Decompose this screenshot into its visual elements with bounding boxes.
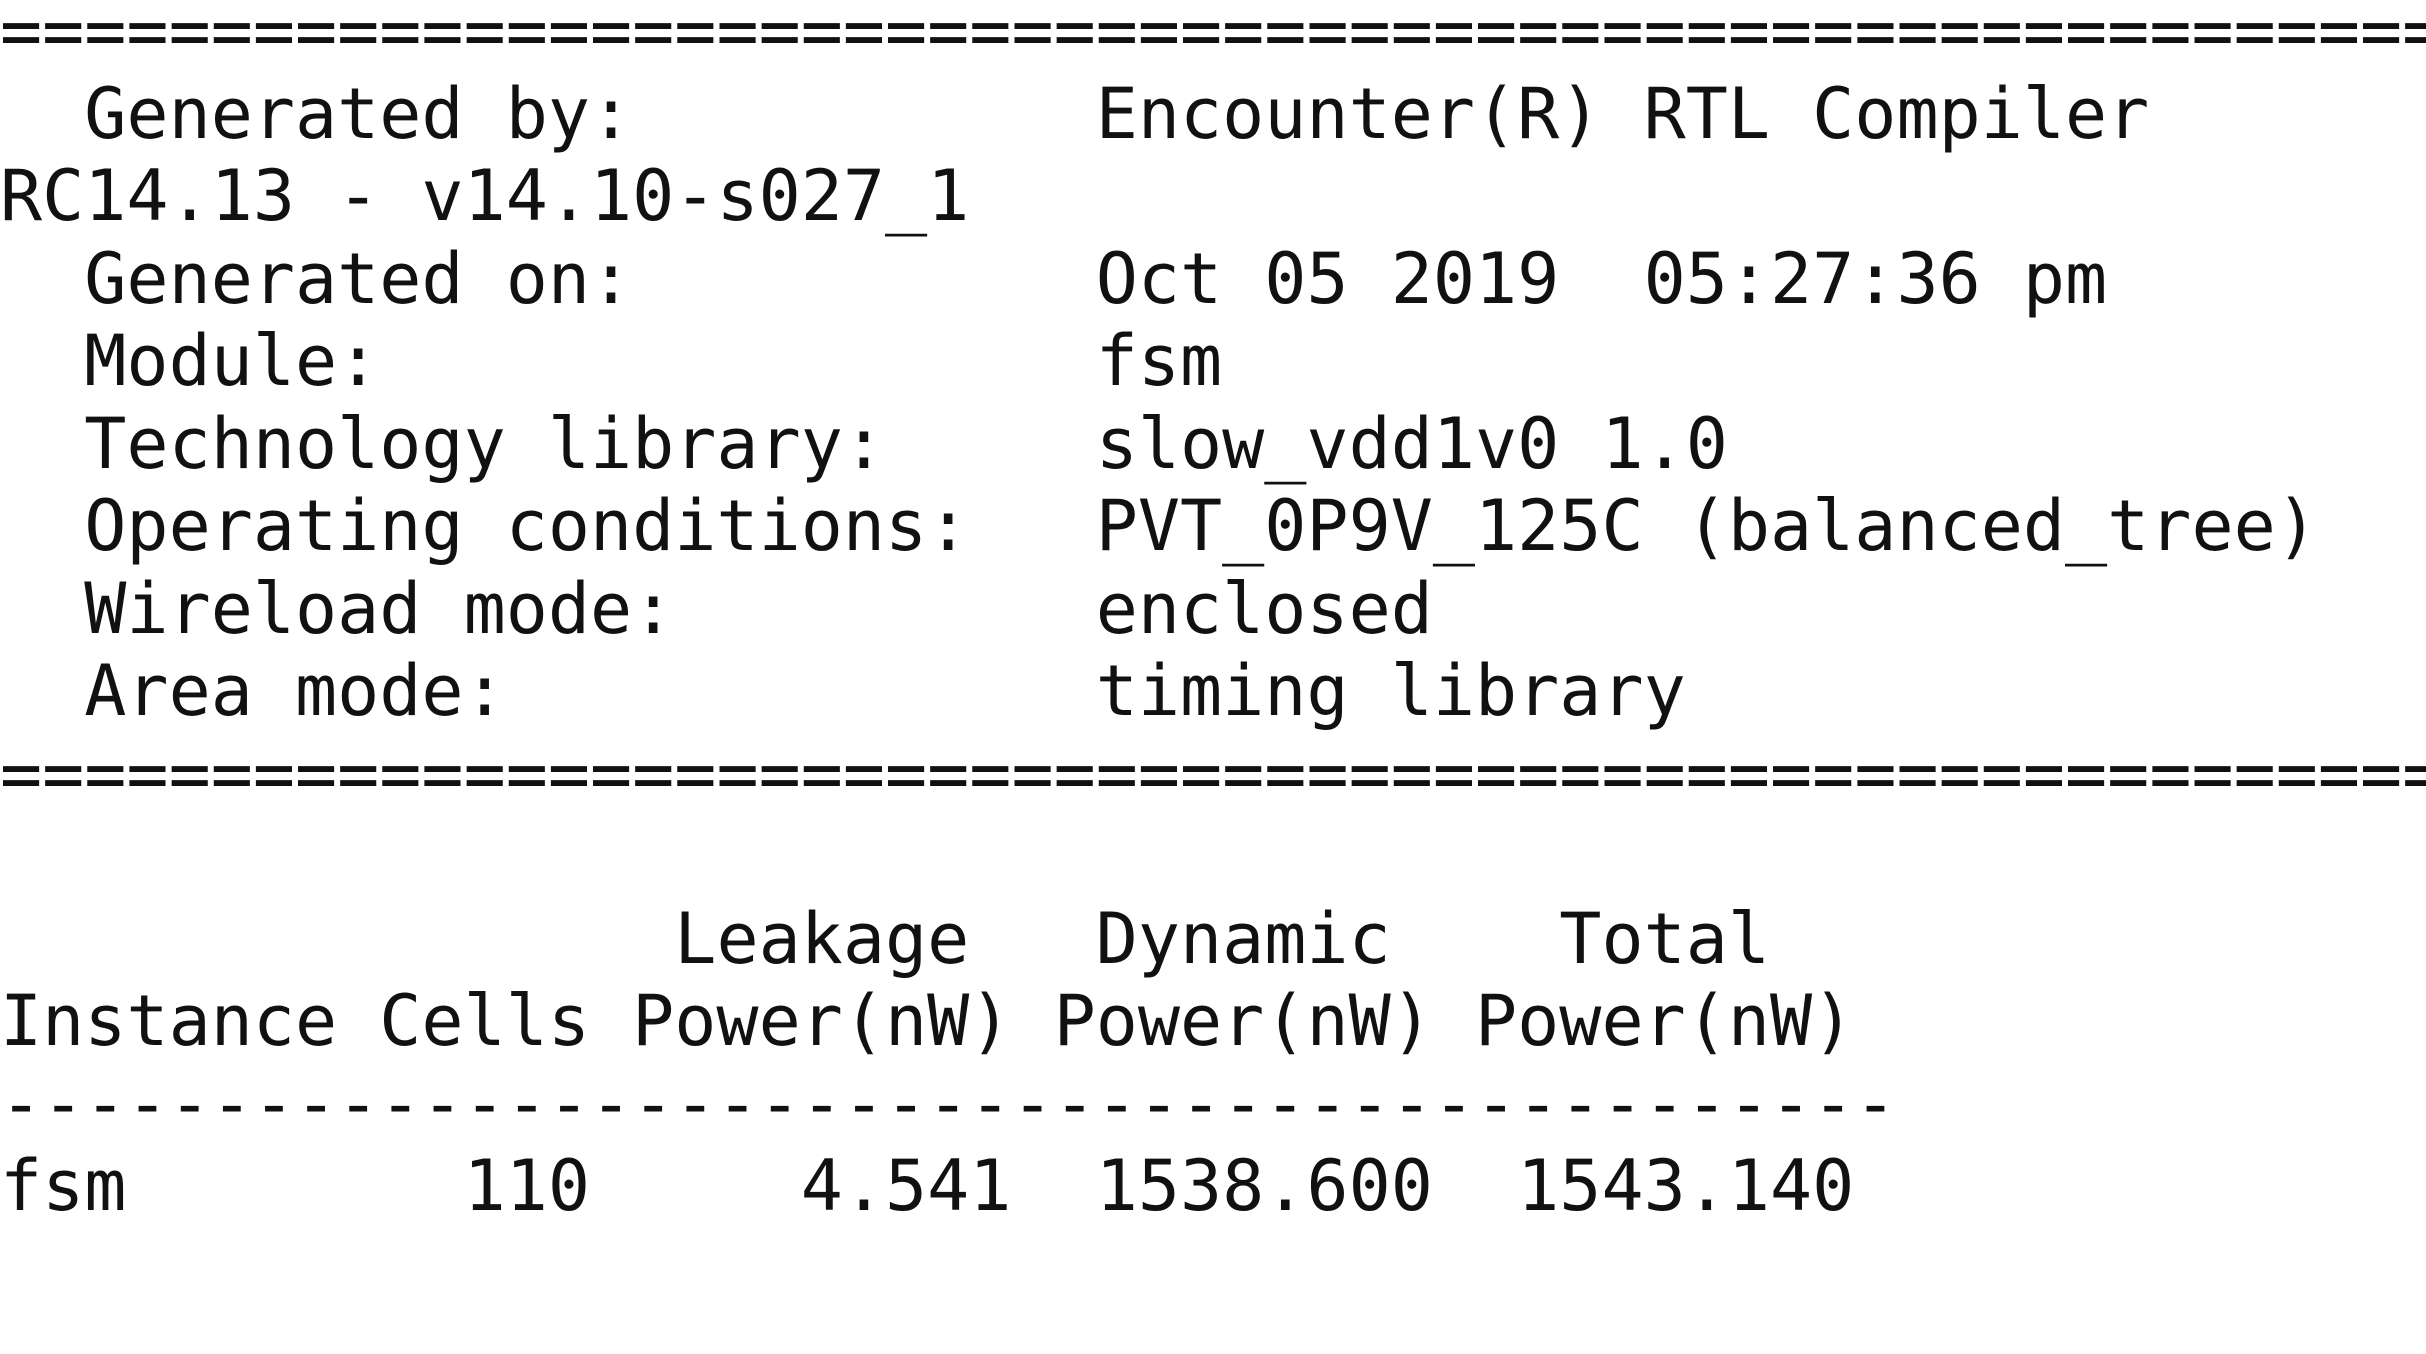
header-row: Instance Cells Power(nW) Power(nW) Power(nW): [0, 980, 2426, 1063]
cell: 4.541: [800, 1145, 1012, 1227]
field-value: slow_vdd1v0 1.0: [1095, 402, 1728, 485]
blank: [0, 815, 2426, 898]
table-row: fsm 110 4.541 1538.600 1543.140: [0, 1145, 2426, 1228]
field: Generated by: Encounter(R) RTL Compiler R…: [0, 73, 2426, 238]
cell: fsm: [0, 1145, 127, 1227]
field-value: PVT_0P9V_125C (balanced_tree): [1095, 485, 2318, 567]
column-header: Cells: [379, 980, 590, 1062]
column-header: Leakage: [674, 897, 970, 980]
field: Technology library: slow_vdd1v0 1.0: [0, 403, 2426, 486]
field-value: enclosed: [1095, 567, 1433, 650]
field: Operating conditions: PVT_0P9V_125C (bala…: [0, 485, 2426, 568]
field: Module: fsm: [0, 320, 2426, 403]
field-value: timing library: [1095, 650, 1686, 732]
column-header: Instance: [0, 980, 338, 1062]
rule: ----------------------------------------…: [0, 1062, 1897, 1145]
column-header: Power(nW): [1475, 980, 1855, 1062]
field: Area mode: timing library: [0, 650, 2426, 733]
separator: ========================================…: [0, 732, 2426, 815]
field-value: fsm: [1095, 320, 1223, 402]
separator: ========================================…: [0, 0, 2426, 72]
cell: 1543.140: [1517, 1145, 1855, 1227]
field-label: Wireload mode:: [84, 567, 675, 650]
header-row: Leakage Dynamic Total: [0, 898, 2426, 981]
column-header: Total: [1559, 897, 1771, 980]
field-label: Generated by:: [84, 72, 633, 155]
field-label: Operating conditions:: [84, 485, 970, 567]
column-header: Power(nW): [1053, 980, 1433, 1062]
column-header: Power(nW): [632, 980, 1012, 1062]
field-value: Encounter(R) RTL Compiler RC14.13 - v14.…: [0, 72, 2192, 238]
field: Wireload mode: enclosed: [0, 568, 2426, 651]
field-label: Area mode:: [84, 650, 506, 732]
field-label: Module:: [84, 320, 380, 402]
field-label: Technology library:: [84, 402, 886, 485]
column-header: Dynamic: [1095, 897, 1391, 980]
field-value: Oct 05 2019 05:27:36 pm: [1095, 237, 2108, 320]
cell: 1538.600: [1095, 1145, 1433, 1227]
report: ========================================…: [0, 0, 2426, 1228]
field-label: Generated on:: [84, 237, 633, 320]
cell: 110: [463, 1145, 591, 1227]
field: Generated on: Oct 05 2019 05:27:36 pm: [0, 238, 2426, 321]
